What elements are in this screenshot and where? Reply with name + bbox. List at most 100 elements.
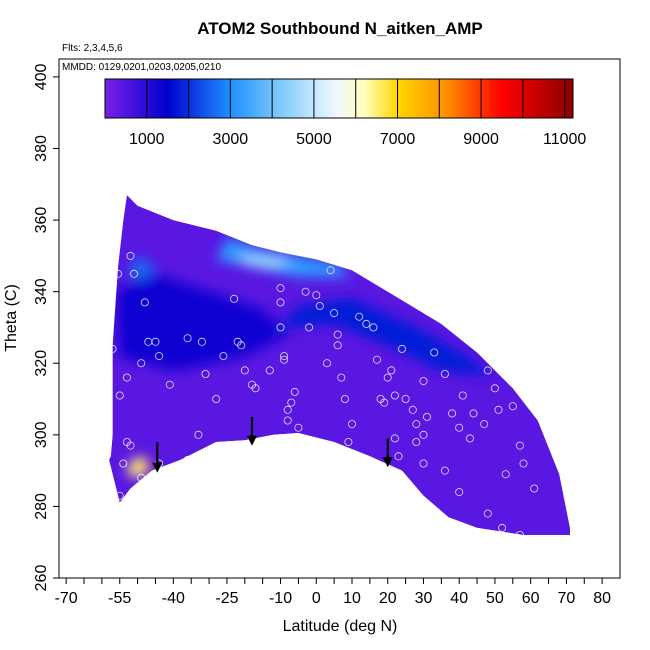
- observation-point: [115, 391, 124, 400]
- observation-point: [287, 445, 296, 454]
- x-axis: -70 -55 -40 -25 -10 0 10 20 30 40 50 60 70 80: [55, 578, 611, 607]
- observation-point: [501, 470, 510, 479]
- data-field: [109, 195, 570, 535]
- y-tick-label: 360: [33, 207, 50, 234]
- observation-point: [515, 441, 524, 450]
- observation-point: [397, 344, 406, 353]
- colorbar-tick-label: 3000: [213, 131, 249, 148]
- observation-point: [419, 377, 428, 386]
- observation-point: [140, 298, 149, 307]
- colorbar: 1000 3000 5000 7000 9000 11000: [104, 78, 586, 148]
- observation-point: [322, 251, 331, 260]
- observation-point: [340, 394, 349, 403]
- observation-point: [401, 394, 410, 403]
- observation-points: [97, 251, 539, 540]
- observation-point: [430, 348, 439, 357]
- observation-point: [458, 391, 467, 400]
- observation-point: [129, 269, 138, 278]
- observation-point: [490, 384, 499, 393]
- observation-point: [294, 423, 303, 432]
- observation-point: [483, 509, 492, 518]
- observation-point: [333, 330, 342, 339]
- colorbar-tick-label: 11000: [543, 131, 586, 148]
- observation-point: [287, 398, 296, 407]
- y-tick-label: 300: [33, 421, 50, 448]
- arrow-head: [246, 435, 257, 446]
- observation-point: [347, 420, 356, 429]
- observation-point: [383, 373, 392, 382]
- observation-point: [483, 366, 492, 375]
- observation-point: [333, 341, 342, 350]
- y-tick-label: 380: [33, 135, 50, 162]
- colorbar-tick-label: 1000: [129, 131, 165, 148]
- chart-title: ATOM2 Southbound N_aitken_AMP: [197, 19, 483, 38]
- colorbar-gradient: [104, 78, 574, 119]
- plot-frame: [58, 58, 621, 579]
- observation-point: [240, 366, 249, 375]
- observation-point: [419, 459, 428, 468]
- x-tick-label: 40: [450, 590, 468, 607]
- dates-label: MMDD: 0129,0201,0203,0205,0210: [62, 62, 221, 73]
- x-tick-label: 20: [379, 590, 397, 607]
- observation-point: [122, 437, 131, 446]
- observation-point: [480, 420, 489, 429]
- x-tick-label: -10: [269, 590, 292, 607]
- x-tick-label: 50: [486, 590, 504, 607]
- observation-point: [97, 455, 106, 464]
- x-tick-label: -25: [215, 590, 238, 607]
- observation-point: [230, 294, 239, 303]
- down-arrow: [382, 438, 393, 468]
- observation-point: [201, 369, 210, 378]
- observation-point: [380, 398, 389, 407]
- observation-point: [137, 473, 146, 482]
- observation-point: [312, 291, 321, 300]
- observation-point: [455, 488, 464, 497]
- observation-point: [369, 323, 378, 332]
- observation-point: [280, 355, 289, 364]
- observation-point: [419, 430, 428, 439]
- observation-point: [326, 266, 335, 275]
- y-tick-label: 400: [33, 63, 50, 90]
- observation-point: [276, 298, 285, 307]
- observation-point: [276, 284, 285, 293]
- observation-point: [165, 380, 174, 389]
- observation-point: [101, 344, 110, 353]
- colorbar-tick-label: 9000: [463, 131, 499, 148]
- down-arrow: [152, 441, 163, 473]
- x-tick-label: 0: [312, 590, 321, 607]
- observation-point: [197, 337, 206, 346]
- observation-point: [494, 405, 503, 414]
- observation-point: [126, 251, 135, 260]
- observation-point: [508, 402, 517, 411]
- observation-point: [422, 412, 431, 421]
- observation-point: [390, 434, 399, 443]
- observation-point: [122, 373, 131, 382]
- colorbar-tick-label: 5000: [296, 131, 332, 148]
- observation-point: [155, 352, 164, 361]
- y-tick-label: 280: [33, 493, 50, 520]
- observation-point: [408, 405, 417, 414]
- field-fill: [109, 195, 570, 535]
- observation-point: [530, 484, 539, 493]
- observation-point: [412, 420, 421, 429]
- observation-point: [387, 366, 396, 375]
- observation-point: [237, 441, 246, 450]
- observation-point: [519, 459, 528, 468]
- observation-point: [355, 312, 364, 321]
- field-region: [244, 298, 513, 392]
- x-tick-label: 10: [343, 590, 361, 607]
- y-axis: 260 280 300 320 340 360 380 400: [33, 63, 59, 591]
- observation-point: [183, 455, 192, 464]
- arrow-head: [152, 462, 163, 473]
- field-region: [237, 255, 295, 267]
- observation-point: [265, 366, 274, 375]
- x-tick-label: 60: [522, 590, 540, 607]
- y-tick-label: 320: [33, 350, 50, 377]
- observation-point: [390, 391, 399, 400]
- field-region: [126, 255, 156, 281]
- observation-point: [305, 323, 314, 332]
- observation-point: [251, 384, 260, 393]
- observation-point: [498, 523, 507, 532]
- observation-point: [290, 387, 299, 396]
